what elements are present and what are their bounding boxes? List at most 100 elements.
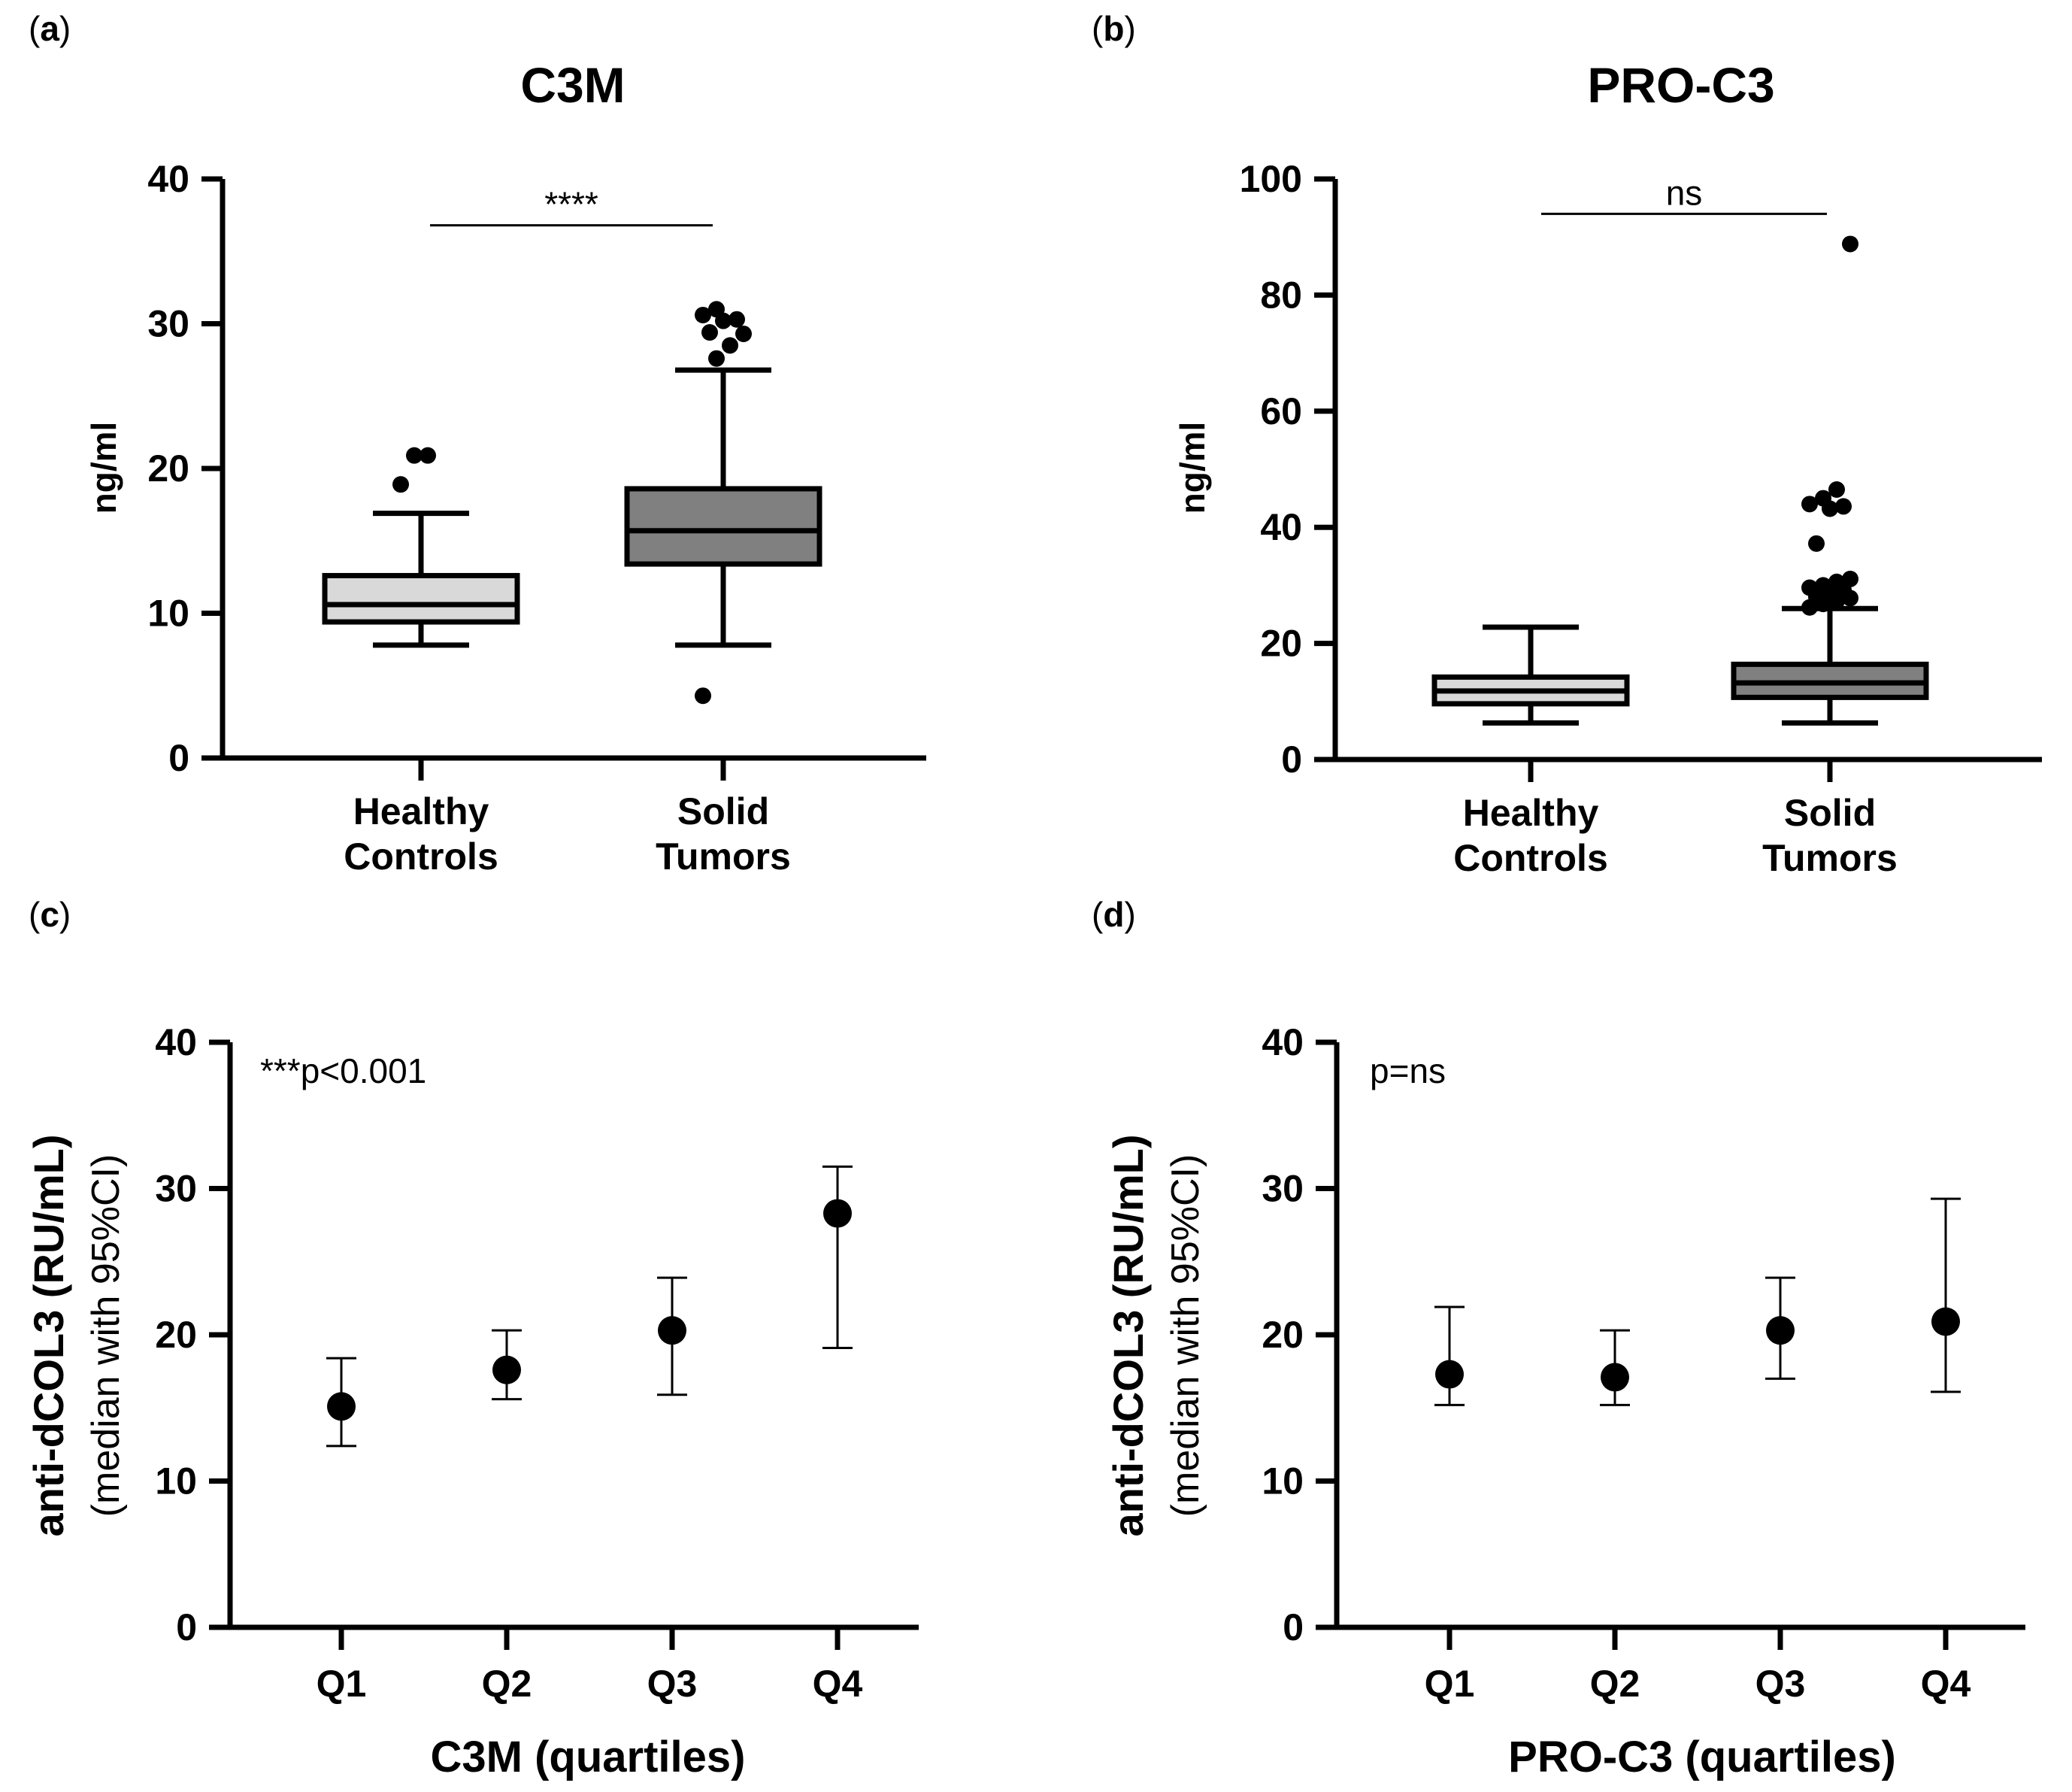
chart-title: PRO-C3 [1587,57,1774,113]
y-axis-label: anti-dCOL3 (RU/mL) [1104,1134,1152,1536]
y-tick-label: 0 [1281,738,1302,781]
outlier-point [1801,496,1818,513]
panel-d-proc3-quartiles: anti-dCOL3 (RU/mL) (median with 95%CI) P… [1104,1021,2025,1781]
data-point-group-q2 [1600,1329,1630,1406]
data-point-group-q3 [1765,1276,1795,1380]
outlier-point [695,687,711,705]
outlier-point [708,350,725,367]
x-axis-label: C3M (quartiles) [431,1733,746,1781]
y-axis-sublabel: (median with 95%CI) [84,1154,128,1518]
median-point [1931,1307,1960,1336]
x-category-label: Q1 [317,1663,367,1705]
outlier-point [1828,481,1845,499]
x-category-label: Q2 [482,1663,532,1705]
outlier-point [1835,498,1852,515]
y-tick-label: 30 [155,1168,197,1210]
outlier-point [1842,235,1858,253]
outlier-point [1815,577,1831,594]
outlier-point [1815,490,1831,507]
median-point [1435,1360,1464,1389]
box-group-solid-tumors [1731,235,1929,726]
y-axis-label: ng/ml [84,422,123,514]
outlier-point [1828,573,1845,590]
outlier-point [406,447,423,464]
outlier-point [729,311,745,328]
y-tick-label: 10 [147,593,189,635]
data-point-group-q4 [1931,1197,1961,1393]
significance-annotation: p=ns [1370,1051,1446,1090]
iqr-box [624,486,822,567]
x-category-label: Healthy [353,790,489,832]
median-point [492,1355,521,1384]
y-tick-label: 0 [176,1606,197,1648]
data-point-group-q1 [326,1357,356,1448]
outlier-point [392,476,409,493]
box-group-solid-tumors [624,301,822,705]
outlier-point [420,447,436,464]
y-tick-label: 100 [1240,158,1302,200]
data-point-group-q3 [657,1276,687,1396]
y-tick-label: 20 [1260,623,1302,665]
y-tick-label: 40 [155,1021,197,1063]
y-tick-label: 80 [1260,274,1302,316]
outlier-point [735,325,752,342]
box-group-healthy-controls [1431,624,1630,726]
y-tick-label: 0 [168,737,189,779]
x-category-label: Tumors [1762,837,1898,879]
panel-label-c: (c) [29,895,71,934]
x-category-label: Controls [344,835,498,878]
x-category-label: Tumors [656,835,791,878]
x-category-label: Q1 [1425,1663,1475,1705]
x-category-label: Q4 [1921,1663,1971,1705]
y-tick-label: 20 [147,447,189,490]
panel-b-proc3-boxplot: PRO-C3 ng/ml 0 20 40 60 80 100 HealthyControls… [1173,57,2042,879]
x-axis-label: PRO-C3 (quartiles) [1508,1733,1896,1781]
x-category-label: Q3 [647,1663,698,1705]
y-axis-sublabel: (median with 95%CI) [1164,1154,1207,1518]
y-tick-label: 20 [155,1314,197,1356]
y-tick-label: 30 [1262,1168,1304,1210]
median-point [823,1199,852,1228]
y-tick-label: 40 [1262,1021,1304,1063]
iqr-box [322,572,520,625]
y-tick-label: 20 [1262,1314,1304,1356]
x-category-label: Healthy [1463,792,1599,834]
data-point-group-q2 [492,1329,522,1401]
outlier-point [722,337,738,354]
panel-c-c3m-quartiles: anti-dCOL3 (RU/mL) (median with 95%CI) C… [25,1021,919,1781]
x-category-label: Q4 [813,1663,863,1705]
x-category-label: Solid [677,790,769,832]
data-point-group-q4 [822,1165,853,1350]
outlier-point [701,324,718,341]
y-tick-label: 10 [155,1460,197,1502]
significance-annotation: ***p<0.001 [260,1051,426,1090]
y-tick-label: 30 [147,303,189,345]
x-category-label: Q3 [1755,1663,1806,1705]
median-point [327,1392,356,1421]
y-tick-label: 60 [1260,390,1302,432]
y-tick-label: 0 [1283,1606,1304,1648]
panel-label-a: (a) [29,9,71,48]
outlier-point [1808,535,1825,552]
y-axis-label: ng/ml [1173,422,1212,514]
y-tick-label: 40 [1260,506,1302,548]
outlier-point [708,301,725,318]
x-category-label: Solid [1784,792,1876,834]
median-point [658,1316,686,1345]
median-point [1601,1363,1629,1392]
panel-label-d: (d) [1092,895,1136,934]
significance-label: ns [1666,173,1703,212]
outlier-point [1801,579,1818,596]
y-axis-label: anti-dCOL3 (RU/mL) [25,1134,72,1536]
y-tick-label: 10 [1262,1460,1304,1502]
chart-title: C3M [520,57,625,113]
box-group-healthy-controls [322,447,520,648]
y-tick-label: 40 [147,158,189,200]
panel-label-b: (b) [1092,9,1136,48]
significance-label: **** [544,185,598,224]
outlier-point [695,306,711,323]
median-point [1766,1316,1795,1345]
outlier-point [1842,570,1858,587]
